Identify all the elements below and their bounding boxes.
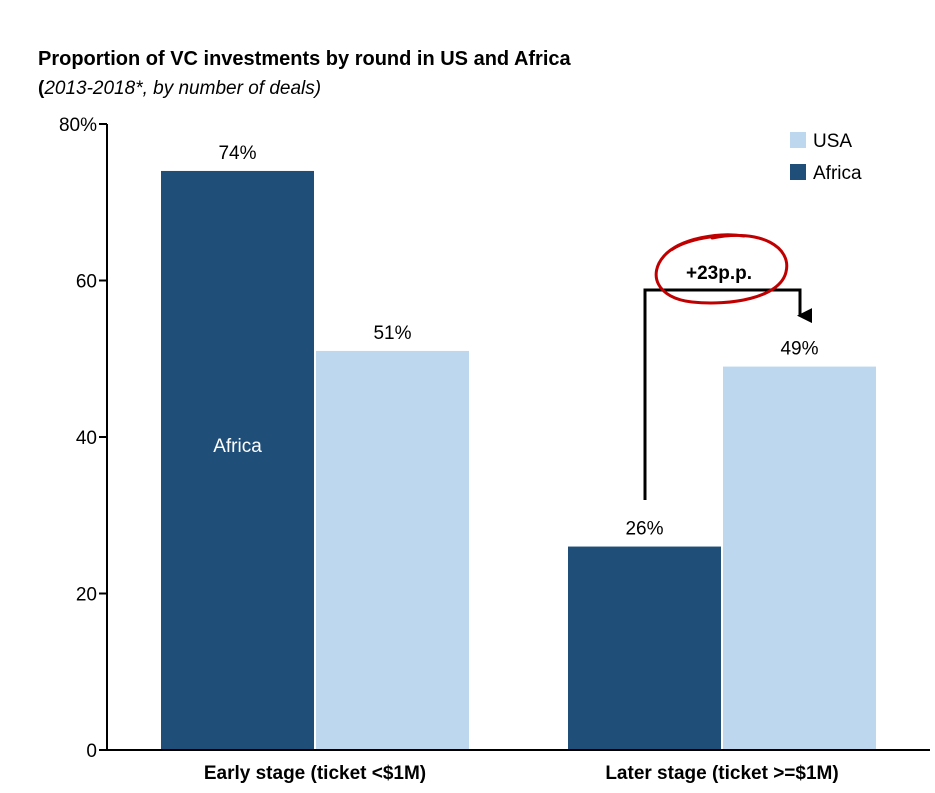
data-label-africa-2: 26% <box>625 519 663 540</box>
y-tick-label-40: 40 <box>76 428 97 449</box>
in-bar-label-africa: Africa <box>213 436 262 457</box>
legend-swatch-usa <box>790 132 806 148</box>
y-tick-label-20: 20 <box>76 585 97 606</box>
x-tick-label-2: Later stage (ticket >=$1M) <box>605 763 838 784</box>
legend-label-usa: USA <box>813 131 852 152</box>
difference-bracket-arrow <box>643 288 812 500</box>
chart-title: Proportion of VC investments by round in… <box>38 48 571 70</box>
data-label-usa-1: 51% <box>373 323 411 344</box>
subtitle-paren: ( <box>38 78 45 99</box>
difference-label: +23p.p. <box>686 263 752 284</box>
bar-usa-2 <box>723 366 876 750</box>
data-label-africa-1: 74% <box>218 143 256 164</box>
difference-label-bg <box>677 258 761 284</box>
legend-label-africa: Africa <box>813 163 862 184</box>
subtitle-text: 2013-2018*, by number of deals) <box>44 78 322 99</box>
highlight-circle-stroke <box>671 234 761 251</box>
y-tick-label-80: 80% <box>59 115 97 136</box>
bar-africa-2 <box>568 546 721 750</box>
data-label-usa-2: 49% <box>780 339 818 360</box>
y-tick-label-0: 0 <box>86 741 97 762</box>
bar-usa-1 <box>316 350 469 750</box>
x-tick-label-1: Early stage (ticket <$1M) <box>204 763 426 784</box>
chart-subtitle: (2013-2018*, by number of deals) <box>38 78 321 100</box>
legend-swatch-africa <box>790 164 806 180</box>
bar-africa-1 <box>161 170 314 750</box>
y-tick-label-60: 60 <box>76 272 97 293</box>
